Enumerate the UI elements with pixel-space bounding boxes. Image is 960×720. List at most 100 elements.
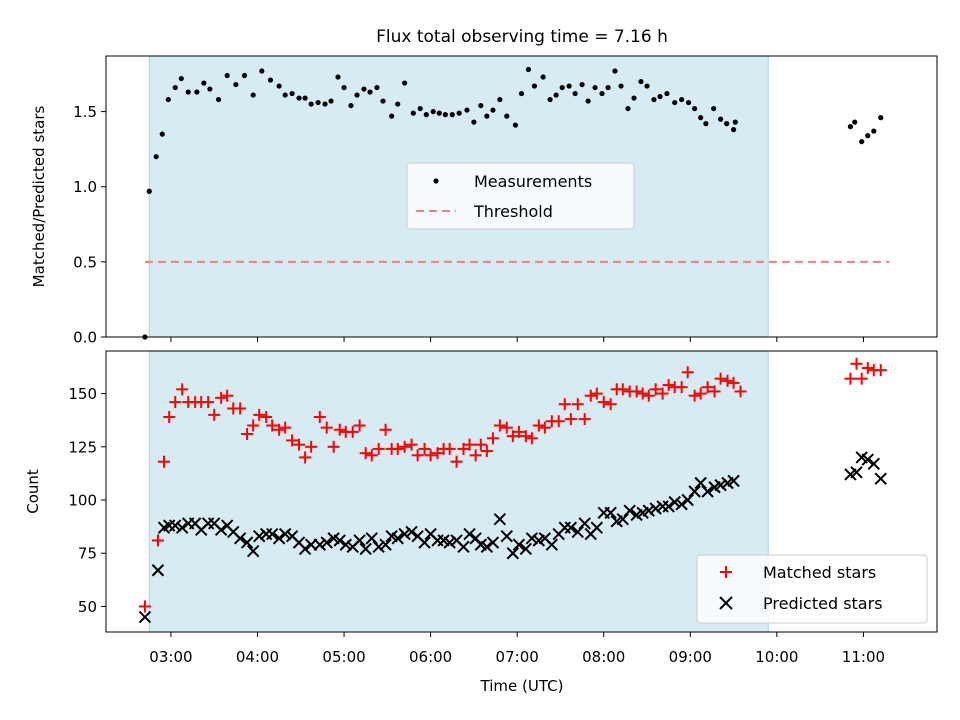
y-tick-label: 75 — [78, 545, 97, 563]
matched-star-point — [578, 413, 591, 426]
matched-star-point — [714, 372, 727, 385]
measurement-point — [490, 107, 496, 113]
predicted-star-point — [506, 547, 520, 560]
measurement-point — [559, 84, 565, 91]
matched-star-point — [208, 408, 221, 421]
legend-marker-measurements — [433, 178, 439, 184]
predicted-star-point — [512, 538, 526, 551]
measurement-point — [233, 81, 239, 88]
measurement-point — [259, 68, 265, 74]
matched-star-point — [266, 419, 279, 432]
matched-star-point — [850, 357, 863, 370]
legend-box — [406, 162, 635, 230]
measurement-point — [267, 77, 274, 83]
matched-star-point — [273, 423, 286, 436]
matched-star-point — [630, 385, 643, 398]
predicted-star-point — [138, 610, 152, 624]
predicted-star-point — [320, 536, 333, 549]
matched-star-point — [874, 364, 887, 377]
predicted-star-point — [850, 466, 863, 479]
legend-label-threshold: Threshold — [473, 202, 553, 221]
measurement-point — [402, 80, 408, 86]
x-tick-label: 03:00 — [149, 648, 192, 666]
matched-star-point — [675, 381, 688, 394]
y-tick-label: 50 — [78, 598, 97, 616]
matched-star-point — [855, 372, 868, 385]
measurement-point — [201, 80, 207, 86]
chart-title: Flux total observing time = 7.16 h — [376, 27, 668, 47]
predicted-star-point — [867, 457, 881, 471]
matched-star-point — [169, 396, 182, 409]
matched-star-point — [333, 423, 346, 436]
y-tick-label: 0.0 — [73, 329, 97, 347]
matched-star-point — [138, 600, 151, 613]
measurement-point — [289, 90, 295, 97]
matched-star-point — [486, 432, 499, 445]
matched-star-point — [286, 434, 299, 447]
matched-star-point — [694, 387, 707, 400]
measurement-point — [553, 92, 559, 98]
predicted-star-point — [169, 519, 182, 532]
matched-star-point — [525, 432, 538, 445]
matched-star-point — [538, 421, 551, 434]
measurement-point — [540, 74, 546, 80]
matched-star-point — [365, 449, 378, 462]
measurement-point — [165, 96, 171, 103]
matched-star-point — [279, 421, 292, 434]
predicted-star-point — [365, 532, 378, 545]
matched-star-point — [584, 389, 597, 402]
predicted-star-point — [278, 527, 292, 541]
measurement-point — [315, 99, 321, 106]
measurement-point — [146, 188, 152, 194]
matched-star-point — [431, 447, 444, 460]
matched-star-point — [500, 421, 513, 434]
measurement-point — [153, 154, 159, 160]
predicted-star-point — [353, 534, 366, 547]
measurement-point — [732, 119, 738, 125]
measurement-point — [456, 110, 462, 116]
matched-star-point — [151, 534, 164, 547]
predicted-star-point — [578, 517, 591, 530]
x-axis-label: Time (UTC) — [480, 677, 564, 695]
predicted-star-point — [642, 504, 655, 517]
predicted-star-point — [668, 495, 681, 509]
measurement-point — [618, 83, 624, 89]
measurement-point — [464, 107, 470, 113]
matched-star-point — [327, 440, 340, 453]
matched-star-point — [293, 438, 306, 451]
x-tick-label: 09:00 — [669, 648, 712, 666]
matched-star-point — [519, 430, 532, 443]
predicted-star-point — [457, 540, 470, 554]
measurement-point — [592, 84, 598, 91]
measurement-point — [657, 93, 663, 100]
predicted-star-point — [623, 504, 636, 517]
measurement-point — [361, 86, 367, 92]
predicted-star-point — [379, 538, 392, 551]
x-axis-ticks: 03:00 04:00 05:00 06:00 07:00 08:00 09:00 10:00… — [149, 632, 885, 666]
measurement-point — [847, 124, 854, 130]
predicted-star-point — [272, 532, 286, 545]
measurement-point — [282, 92, 288, 98]
matched-star-point — [234, 402, 247, 415]
matched-star-point — [157, 455, 170, 468]
measurement-point — [698, 115, 704, 121]
predicted-star-point — [675, 498, 688, 511]
measurement-point — [651, 96, 657, 103]
legend: Measurements Threshold — [406, 162, 635, 230]
measurement-point — [692, 105, 698, 112]
predicted-star-point — [500, 529, 513, 543]
measurement-point — [449, 112, 455, 118]
matched-star-point — [391, 442, 404, 455]
predicted-star-point — [391, 532, 404, 545]
predicted-star-point — [649, 502, 662, 515]
measurement-point — [865, 133, 871, 139]
matched-star-point — [305, 440, 318, 453]
predicted-stars-series — [138, 451, 887, 624]
predicted-star-point — [486, 536, 500, 549]
predicted-star-point — [151, 564, 165, 577]
predicted-star-point — [662, 500, 675, 513]
matched-star-point — [379, 423, 392, 436]
predicted-star-point — [616, 512, 629, 526]
x-tick-label: 10:00 — [755, 648, 798, 666]
matched-star-point — [662, 379, 675, 392]
